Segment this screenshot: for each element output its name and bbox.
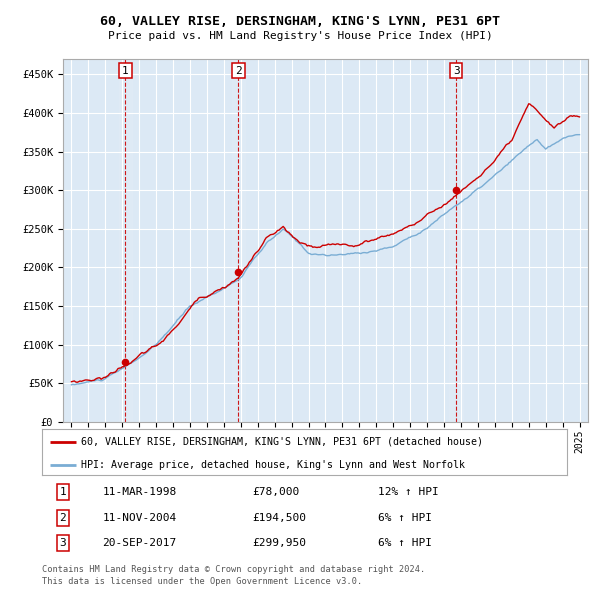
Text: 3: 3: [59, 538, 67, 548]
Text: 6% ↑ HPI: 6% ↑ HPI: [378, 513, 432, 523]
Bar: [232, 59, 245, 422]
Text: 2: 2: [59, 513, 67, 523]
Text: 60, VALLEY RISE, DERSINGHAM, KING'S LYNN, PE31 6PT: 60, VALLEY RISE, DERSINGHAM, KING'S LYNN…: [100, 15, 500, 28]
Text: 1: 1: [122, 65, 129, 76]
Text: 60, VALLEY RISE, DERSINGHAM, KING'S LYNN, PE31 6PT (detached house): 60, VALLEY RISE, DERSINGHAM, KING'S LYNN…: [82, 437, 484, 447]
Bar: [449, 59, 463, 422]
Text: £78,000: £78,000: [252, 487, 299, 497]
Text: £194,500: £194,500: [252, 513, 306, 523]
Text: 11-NOV-2004: 11-NOV-2004: [103, 513, 176, 523]
Text: Price paid vs. HM Land Registry's House Price Index (HPI): Price paid vs. HM Land Registry's House …: [107, 31, 493, 41]
Text: £299,950: £299,950: [252, 538, 306, 548]
Text: 3: 3: [453, 65, 460, 76]
Text: 6% ↑ HPI: 6% ↑ HPI: [378, 538, 432, 548]
Bar: [119, 59, 132, 422]
Text: 2: 2: [235, 65, 242, 76]
Text: HPI: Average price, detached house, King's Lynn and West Norfolk: HPI: Average price, detached house, King…: [82, 460, 466, 470]
Text: 11-MAR-1998: 11-MAR-1998: [103, 487, 176, 497]
Text: 20-SEP-2017: 20-SEP-2017: [103, 538, 176, 548]
Text: 12% ↑ HPI: 12% ↑ HPI: [378, 487, 439, 497]
Text: This data is licensed under the Open Government Licence v3.0.: This data is licensed under the Open Gov…: [42, 577, 362, 586]
Text: 1: 1: [59, 487, 67, 497]
Text: Contains HM Land Registry data © Crown copyright and database right 2024.: Contains HM Land Registry data © Crown c…: [42, 565, 425, 573]
